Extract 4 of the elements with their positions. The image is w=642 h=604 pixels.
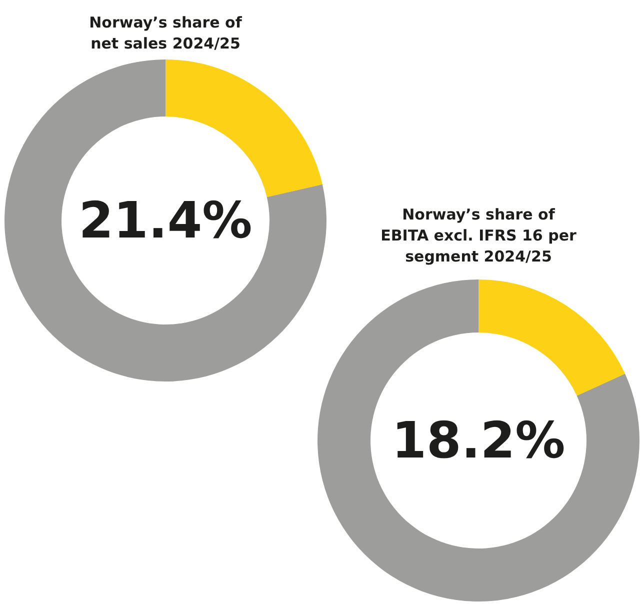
- text: 21.4%: [78, 192, 252, 250]
- chart-title: Norway’s share of EBITA excl. IFRS 16 per segment 2024/25: [380, 206, 577, 266]
- chart-title: Norway’s share of net sales 2024/25: [89, 14, 242, 52]
- text: 18.2%: [392, 412, 566, 470]
